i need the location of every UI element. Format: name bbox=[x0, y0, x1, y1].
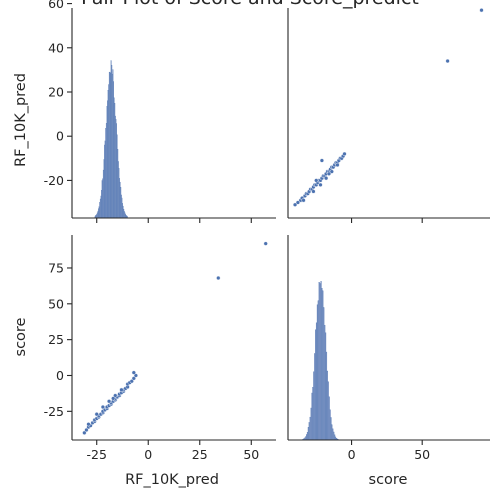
score-hist-bar bbox=[329, 409, 331, 441]
score-hist-bar bbox=[311, 392, 313, 441]
score-histogram-bars bbox=[302, 281, 339, 441]
rf-vs-score-point bbox=[216, 275, 221, 281]
score-vs-rf-point bbox=[318, 182, 323, 187]
rf-vs-score-x-ticks: -25 0 25 50 bbox=[87, 440, 259, 462]
rf-vs-score-points bbox=[82, 241, 268, 435]
score-hist-bar bbox=[314, 353, 316, 441]
score-hist-bar bbox=[323, 307, 325, 441]
score-hist-bar bbox=[321, 288, 323, 441]
score-hist-bar bbox=[317, 300, 319, 441]
chart-title: Pair Plot of Score and Score_predict bbox=[81, 0, 419, 9]
score-hist-bar bbox=[326, 370, 328, 441]
rf-vs-score-x-tick-label: 25 bbox=[192, 447, 208, 462]
rf-vs-score-point bbox=[111, 396, 116, 401]
score-vs-rf-point bbox=[311, 189, 316, 194]
rf-vs-score-y-tick-label: 50 bbox=[48, 296, 64, 311]
rf-histogram-bars bbox=[94, 60, 128, 219]
rf-hist-y-ticks: -20 0 20 40 60 bbox=[44, 0, 72, 188]
rf-vs-score-point bbox=[131, 370, 136, 375]
score-vs-rf-point bbox=[335, 162, 340, 168]
score-hist-bar bbox=[312, 386, 314, 441]
rf-vs-score-point bbox=[119, 387, 124, 392]
score-vs-rf-point bbox=[295, 200, 300, 205]
rf-vs-score-point bbox=[100, 404, 106, 410]
score-vs-rf-point bbox=[314, 178, 319, 183]
rf-vs-score-point bbox=[113, 393, 118, 398]
rf-vs-score-x-tick-label: 0 bbox=[144, 447, 152, 462]
rf-hist-y-tick-label: 60 bbox=[48, 0, 64, 11]
score-hist-bar bbox=[325, 351, 328, 441]
score-vs-rf-point bbox=[342, 151, 347, 156]
score-vs-rf-point bbox=[445, 58, 450, 64]
rf-hist-y-tick-label: 20 bbox=[48, 85, 64, 100]
score-hist-bar bbox=[332, 428, 334, 441]
score-hist-bar bbox=[327, 381, 329, 441]
score-y-axis-label: score bbox=[13, 317, 29, 356]
score-hist-bar bbox=[313, 371, 315, 441]
rf-y-axis-label: RF_10K_pred bbox=[13, 73, 29, 167]
score-hist-x-ticks: 0 50 bbox=[348, 440, 430, 462]
score-hist-bar bbox=[333, 431, 335, 441]
score-hist-bar bbox=[334, 434, 336, 441]
score-hist-x-tick-label: 0 bbox=[348, 447, 356, 462]
rf-vs-score-point bbox=[133, 373, 138, 378]
score-hist-x-tick-label: 50 bbox=[414, 447, 430, 462]
rf-x-axis-label: RF_10K_pred bbox=[125, 472, 219, 488]
score-hist-bar bbox=[315, 322, 318, 441]
score-hist-bar bbox=[328, 396, 330, 441]
score-hist-bar bbox=[306, 434, 308, 441]
score-hist-bar bbox=[330, 417, 332, 441]
score-vs-rf-point bbox=[329, 169, 334, 174]
score-vs-rf-point bbox=[324, 176, 329, 181]
score-vs-rf-point bbox=[301, 198, 306, 203]
score-vs-rf-point bbox=[292, 202, 298, 207]
rf-vs-score-point bbox=[84, 427, 89, 433]
panel-rf-hist: -20 0 20 40 60 RF_10K_pred bbox=[13, 0, 276, 219]
rf-vs-score-point bbox=[106, 399, 112, 404]
score-hist-bar bbox=[308, 422, 310, 441]
rf-vs-score-point bbox=[82, 430, 87, 435]
score-vs-rf-point bbox=[319, 158, 324, 163]
rf-hist-y-tick-label: 0 bbox=[56, 129, 64, 144]
score-hist-bar bbox=[316, 304, 319, 441]
rf-vs-score-point bbox=[263, 241, 268, 246]
panel-score-hist: 0 50 score bbox=[287, 235, 490, 488]
score-hist-bar bbox=[331, 424, 333, 441]
rf-vs-score-point bbox=[129, 379, 134, 384]
rf-vs-score-y-tick-label: -25 bbox=[44, 404, 64, 419]
score-hist-bar bbox=[309, 416, 311, 441]
score-hist-bar bbox=[324, 332, 327, 441]
score-vs-rf-point bbox=[326, 171, 332, 176]
rf-hist-y-tick-label: 40 bbox=[48, 40, 64, 55]
rf-vs-score-point bbox=[131, 376, 136, 381]
rf-vs-score-x-tick-label: -25 bbox=[87, 447, 107, 462]
rf-vs-score-point bbox=[86, 422, 91, 427]
rf-hist-y-tick-label: -20 bbox=[44, 173, 64, 188]
score-hist-bar bbox=[315, 329, 317, 441]
rf-vs-score-y-tick-label: 25 bbox=[48, 332, 64, 347]
rf-vs-score-y-tick-label: 0 bbox=[56, 368, 64, 383]
score-x-axis-label: score bbox=[369, 472, 408, 488]
score-hist-bar bbox=[307, 427, 309, 441]
score-hist-bar bbox=[306, 432, 309, 441]
score-vs-rf-points bbox=[292, 8, 484, 207]
rf-vs-score-y-tick-label: 75 bbox=[48, 260, 64, 275]
rf-vs-score-x-tick-label: 50 bbox=[243, 447, 259, 462]
score-hist-bar bbox=[310, 407, 312, 441]
score-hist-bar bbox=[319, 283, 321, 441]
score-vs-rf-point bbox=[479, 8, 484, 13]
score-hist-bar bbox=[320, 281, 322, 441]
score-hist-bar bbox=[322, 290, 324, 441]
rf-vs-score-point bbox=[94, 412, 99, 417]
panel-score-vs-rf bbox=[287, 8, 490, 219]
score-hist-bar bbox=[324, 324, 326, 441]
rf-vs-score-y-ticks: -25 0 25 50 75 bbox=[44, 260, 72, 419]
panel-rf-vs-score: -25 0 25 50 75 -25 0 25 50 score RF_10K_pred bbox=[13, 235, 276, 488]
score-hist-bar bbox=[318, 282, 320, 441]
top-row-x-ticks bbox=[96, 218, 423, 223]
